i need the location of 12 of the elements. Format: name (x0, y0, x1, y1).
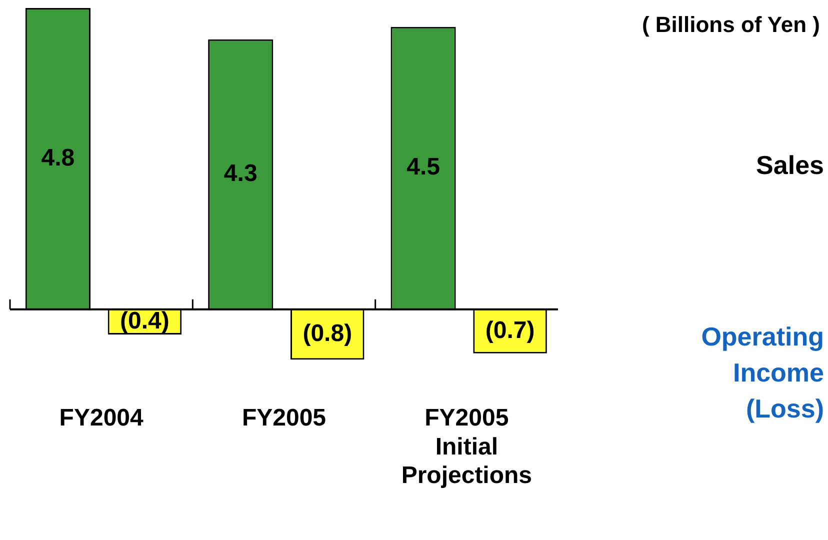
data-label: (0.4) (120, 308, 170, 335)
data-label: 4.3 (224, 160, 258, 188)
x-tick-label: FY2004 (59, 404, 144, 432)
data-label: 4.5 (406, 154, 440, 181)
data-label: (0.7) (485, 316, 535, 344)
x-tick-label: FY2005 (242, 404, 326, 432)
text: Sales (756, 150, 824, 180)
data-label: (0.8) (302, 320, 352, 348)
x-tick-label: FY2005 Initial Projections (401, 404, 532, 490)
text: Operating Income (Loss) (701, 321, 824, 424)
text: ( Billions of Yen ) (642, 12, 820, 38)
data-label: 4.8 (41, 144, 75, 172)
